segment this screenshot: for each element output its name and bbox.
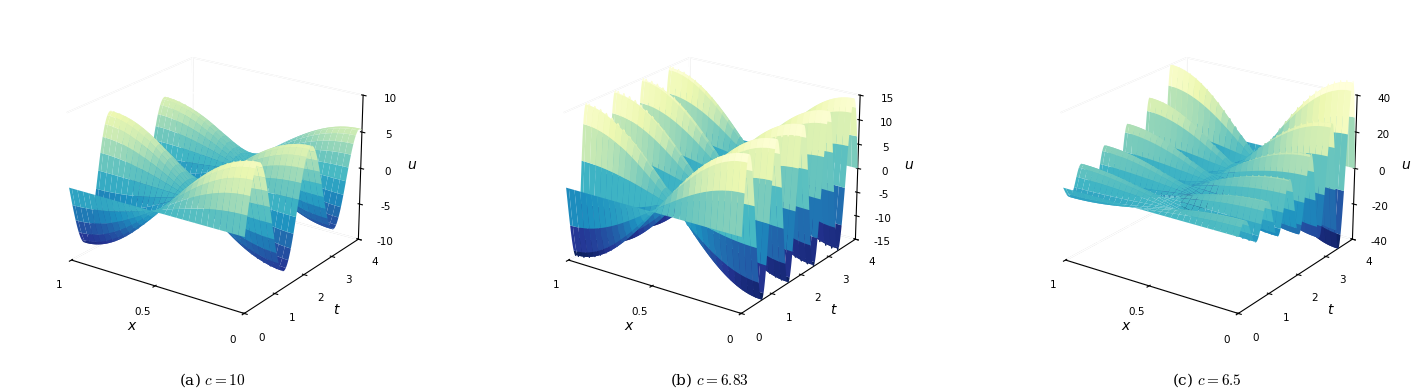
Y-axis label: t: t (1327, 303, 1332, 317)
X-axis label: x: x (128, 319, 136, 334)
X-axis label: x: x (1122, 319, 1130, 334)
Y-axis label: t: t (830, 303, 836, 317)
Text: (c) $c = 6.5$: (c) $c = 6.5$ (1172, 371, 1242, 389)
X-axis label: x: x (624, 319, 633, 334)
Text: (a) $c = 10$: (a) $c = 10$ (179, 371, 245, 389)
Text: (b) $c = 6.83$: (b) $c = 6.83$ (670, 371, 749, 389)
Y-axis label: t: t (333, 303, 339, 317)
